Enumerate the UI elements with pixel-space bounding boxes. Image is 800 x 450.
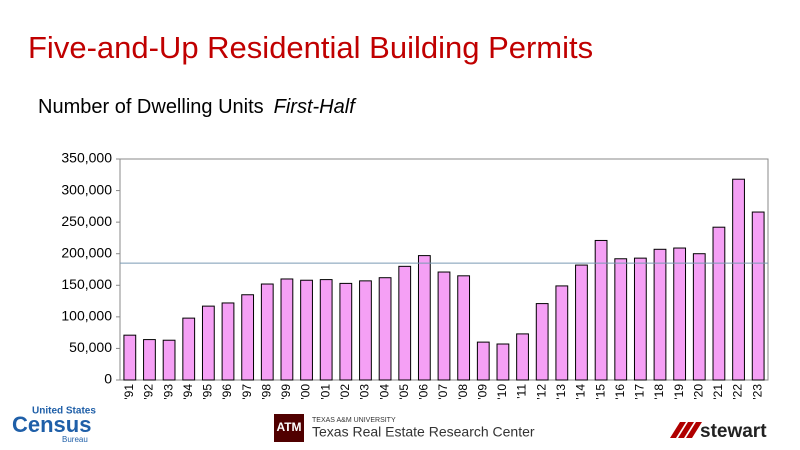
bar [692,253,706,381]
census-logo: United States Census Bureau [12,406,96,444]
y-tick-label: 350,000 [61,150,112,166]
bar [280,278,294,381]
census-top: United States [32,406,96,417]
bar [594,239,608,381]
bar [201,305,215,381]
x-tick-label: '08 [456,384,470,400]
x-tick-label: '17 [633,384,647,400]
tamu-box [274,414,304,442]
bar [182,317,196,381]
stewart-mark [670,422,702,438]
bar [732,178,745,381]
y-tick-label: 50,000 [69,339,112,355]
bar [300,279,313,381]
x-tick-label: '19 [672,384,686,400]
x-tick-label: '04 [377,384,391,400]
x-tick-label: '13 [554,384,568,400]
x-tick-label: '00 [299,384,313,400]
bar [751,211,765,381]
x-tick-label: '14 [574,384,588,400]
bar [221,302,235,381]
x-tick-label: '18 [652,384,666,400]
x-tick-label: '99 [279,384,293,400]
bar [339,282,353,381]
bar [359,280,372,381]
bar [260,283,274,381]
x-tick-label: '94 [181,384,195,400]
stewart-name: stewart [700,421,767,442]
bar [555,285,569,381]
x-tick-label: '10 [495,384,509,400]
bar [437,271,451,381]
tamu-name: Texas Real Estate Research Center [312,424,535,440]
y-tick-label: 0 [104,371,112,387]
bar [162,339,176,381]
bar [457,275,471,381]
x-tick-label: '93 [161,384,175,400]
bar [319,279,333,381]
x-tick-label: '07 [436,384,450,400]
bar [614,258,628,381]
bar [476,341,490,381]
bar [496,343,510,381]
subtitle-text: Number of Dwelling Units [38,96,264,118]
bar [241,294,255,381]
x-tick-label: '98 [259,384,273,400]
tamu-logo: ATM TEXAS A&M UNIVERSITY Texas Real Esta… [274,414,535,442]
stewart-logo: stewart [670,421,767,442]
x-tick-label: '21 [711,384,725,400]
bar [417,255,431,381]
y-tick-label: 250,000 [61,213,112,229]
x-tick-label: '96 [220,384,234,400]
x-tick-label: '09 [475,384,489,400]
bar [123,334,137,381]
x-tick-label: '15 [593,384,607,400]
y-tick-label: 200,000 [61,244,112,260]
x-tick-label: '11 [515,384,529,399]
chart-title: Five-and-Up Residential Building Permits [28,30,593,65]
y-tick-label: 300,000 [61,181,112,197]
tamu-mark: ATM [276,420,301,434]
x-tick-label: '92 [142,384,156,400]
bar [398,265,412,381]
x-tick-label: '06 [417,384,431,400]
bar [575,264,588,381]
bar [653,248,667,381]
x-tick-label: '20 [691,384,705,400]
bar [535,303,549,381]
bar [712,226,726,381]
y-tick-label: 100,000 [61,308,112,324]
census-name: Census [12,412,91,437]
bar [143,339,156,381]
bar [378,277,392,381]
x-tick-label: '05 [397,384,411,400]
x-tick-label: '03 [358,384,372,400]
subtitle-note: First-Half [274,96,358,118]
y-tick-label: 150,000 [61,276,112,292]
x-tick-label: '91 [122,384,136,400]
census-bottom: Bureau [62,435,88,444]
bar [673,247,687,381]
x-tick-label: '01 [318,384,332,400]
x-tick-label: '23 [750,384,764,400]
x-tick-label: '97 [240,384,254,400]
x-tick-label: '95 [201,384,215,400]
tamu-top: TEXAS A&M UNIVERSITY [312,417,396,424]
x-tick-label: '02 [338,384,352,400]
bar [633,257,647,381]
subtitle: Number of Dwelling Units First-Half [38,96,357,118]
x-tick-label: '16 [613,384,627,400]
bar [516,333,529,381]
x-tick-label: '12 [534,384,548,400]
x-tick-label: '22 [731,384,745,400]
